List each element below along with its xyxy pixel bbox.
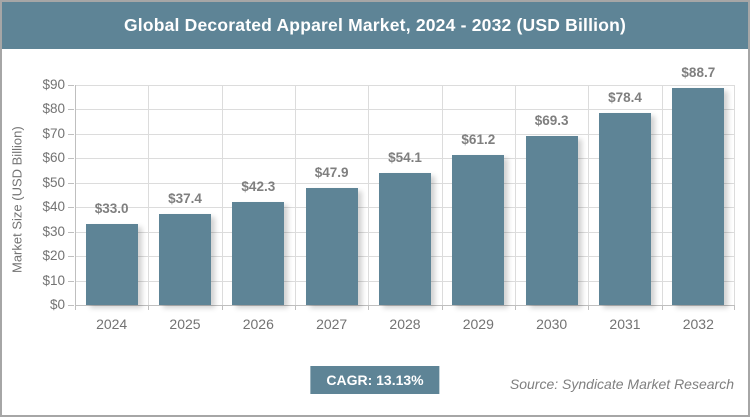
cagr-badge: CAGR: 13.13% bbox=[310, 366, 440, 394]
chart-title-banner: Global Decorated Apparel Market, 2024 - … bbox=[2, 2, 748, 49]
x-tick-mark bbox=[515, 305, 516, 310]
bar bbox=[379, 172, 431, 305]
y-axis-line bbox=[75, 85, 76, 305]
bar bbox=[452, 155, 505, 305]
bar-value-label: $42.3 bbox=[241, 178, 276, 194]
y-tick-mark bbox=[68, 207, 74, 209]
y-tick-label: $80 bbox=[42, 101, 65, 117]
gridline-vertical bbox=[368, 85, 370, 305]
chart-title: Global Decorated Apparel Market, 2024 - … bbox=[123, 15, 627, 35]
y-tick-mark bbox=[68, 280, 74, 282]
bar-value-label: $69.3 bbox=[534, 112, 569, 128]
bar bbox=[599, 113, 651, 305]
y-tick-label: $30 bbox=[42, 223, 65, 239]
gridline-vertical bbox=[441, 85, 443, 305]
bar bbox=[232, 201, 285, 305]
y-tick-mark bbox=[68, 109, 74, 111]
bar-value-label: $61.2 bbox=[461, 132, 496, 148]
bar-value-label: $78.4 bbox=[608, 90, 642, 106]
bar bbox=[159, 213, 211, 305]
y-tick-mark bbox=[68, 231, 74, 233]
gridline-vertical bbox=[295, 85, 296, 305]
gridline-vertical bbox=[734, 85, 735, 305]
x-axis-category-label: 2024 bbox=[96, 316, 128, 332]
bar bbox=[525, 135, 578, 305]
y-tick-mark bbox=[68, 256, 74, 258]
gridline-horizontal bbox=[75, 133, 735, 135]
y-tick-label: $20 bbox=[42, 248, 65, 264]
x-axis-category-label: 2027 bbox=[316, 316, 348, 332]
y-tick-label: $10 bbox=[42, 272, 65, 288]
x-axis-category-label: 2026 bbox=[242, 316, 274, 332]
x-tick-mark bbox=[588, 305, 590, 310]
x-axis-category-label: 2030 bbox=[536, 316, 568, 332]
bar bbox=[305, 187, 358, 305]
bar-value-label: $47.9 bbox=[314, 164, 349, 180]
bar-value-label: $37.4 bbox=[168, 190, 202, 206]
x-axis-category-label: 2028 bbox=[389, 316, 421, 332]
bar-value-label: $54.1 bbox=[388, 149, 422, 165]
gridline-horizontal bbox=[75, 85, 735, 86]
gridline-horizontal bbox=[75, 158, 735, 160]
bar-value-label: $88.7 bbox=[681, 65, 716, 81]
x-tick-mark bbox=[148, 305, 150, 310]
y-tick-mark bbox=[68, 133, 74, 135]
x-tick-mark bbox=[734, 305, 735, 310]
y-tick-mark bbox=[68, 305, 74, 306]
bar bbox=[85, 224, 138, 305]
bar-value-label: $33.0 bbox=[94, 201, 129, 217]
bar bbox=[672, 88, 725, 305]
y-tick-mark bbox=[68, 158, 74, 160]
y-tick-label: $70 bbox=[42, 125, 65, 141]
x-tick-mark bbox=[295, 305, 296, 310]
x-axis-category-label: 2025 bbox=[169, 316, 201, 332]
x-axis-line bbox=[75, 305, 735, 306]
source-text: Source: Syndicate Market Research bbox=[509, 376, 734, 392]
gridline-vertical bbox=[588, 85, 590, 305]
plot-area: $0 $10 $20 $30 $40 $50 $60 $70 $80 $90 $33.0 2024 $3… bbox=[42, 65, 735, 332]
y-tick-label: $0 bbox=[49, 297, 65, 312]
x-tick-mark bbox=[221, 305, 223, 310]
x-axis-category-label: 2029 bbox=[462, 316, 494, 332]
x-axis-category-label: 2032 bbox=[682, 316, 714, 332]
y-tick-label: $60 bbox=[42, 150, 65, 166]
gridline-vertical bbox=[221, 85, 223, 305]
y-tick-label: $40 bbox=[42, 199, 65, 215]
y-tick-mark bbox=[68, 85, 74, 86]
gridline-vertical bbox=[661, 85, 663, 305]
x-tick-mark bbox=[441, 305, 443, 310]
gridline-vertical bbox=[515, 85, 516, 305]
gridline-horizontal bbox=[75, 109, 735, 111]
x-tick-mark bbox=[661, 305, 663, 310]
y-tick-label: $50 bbox=[42, 174, 65, 190]
y-tick-mark bbox=[68, 182, 74, 184]
x-tick-mark bbox=[368, 305, 370, 310]
x-axis-category-label: 2031 bbox=[609, 316, 641, 332]
y-tick-label: $90 bbox=[42, 77, 65, 92]
gridline-vertical bbox=[148, 85, 150, 305]
x-tick-mark bbox=[75, 305, 76, 310]
